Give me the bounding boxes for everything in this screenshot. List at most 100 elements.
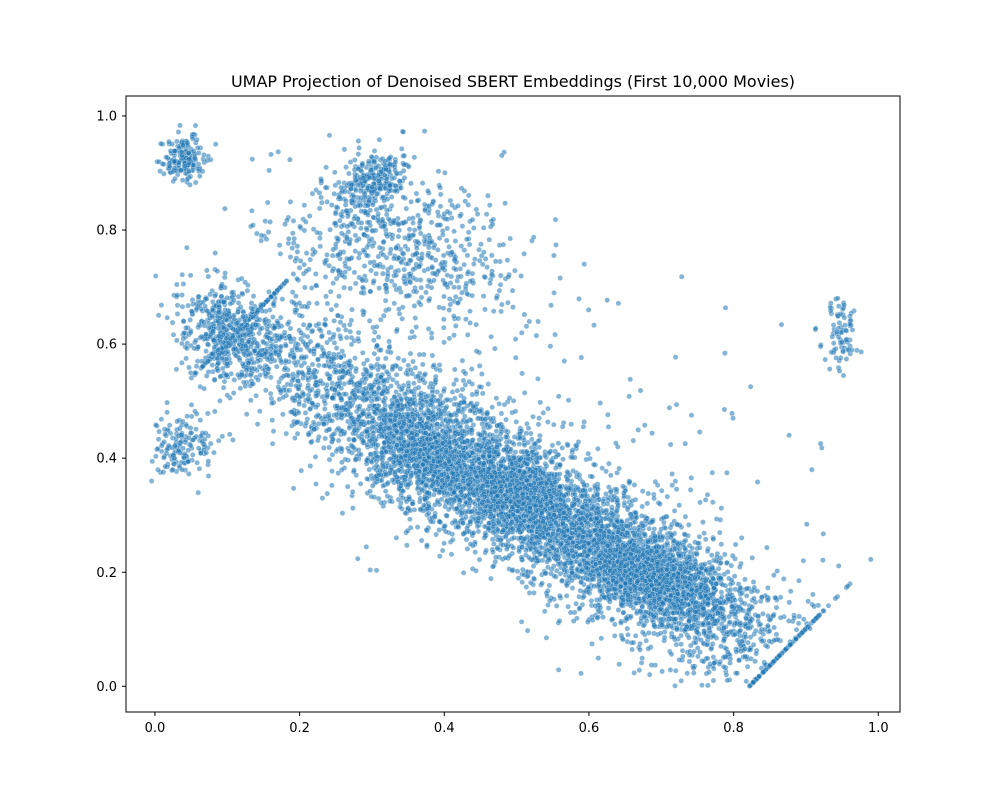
data-point <box>697 499 703 506</box>
data-point <box>484 411 491 417</box>
data-point <box>368 365 375 371</box>
data-point <box>390 376 396 383</box>
data-point <box>569 447 576 453</box>
data-point <box>292 435 298 441</box>
data-point <box>312 454 319 460</box>
data-point <box>188 401 195 408</box>
data-point <box>267 390 274 397</box>
data-point <box>273 363 280 370</box>
data-point <box>397 365 404 372</box>
data-point <box>644 500 651 507</box>
data-point <box>313 481 319 487</box>
data-point <box>691 648 697 655</box>
data-point <box>718 643 724 650</box>
data-point <box>329 394 336 401</box>
data-point <box>704 491 711 498</box>
data-point <box>684 670 691 677</box>
data-point <box>407 507 414 514</box>
data-point <box>347 358 353 364</box>
data-point <box>595 655 602 661</box>
data-point <box>321 398 328 404</box>
data-point <box>308 439 314 446</box>
data-point <box>535 549 542 555</box>
data-point <box>307 406 313 413</box>
data-point <box>335 470 342 476</box>
data-point <box>777 594 784 601</box>
data-point <box>764 597 771 604</box>
data-point <box>436 553 443 560</box>
data-point <box>302 284 308 291</box>
data-point <box>764 643 771 650</box>
data-point <box>771 637 778 644</box>
data-point <box>287 325 294 332</box>
data-point <box>470 530 477 536</box>
data-point <box>302 410 309 416</box>
data-point <box>737 584 744 591</box>
data-point <box>407 516 413 523</box>
data-point <box>673 486 680 492</box>
data-point <box>311 426 318 433</box>
data-point <box>579 479 586 485</box>
data-point <box>446 335 453 342</box>
data-point <box>329 482 335 489</box>
data-point <box>686 634 692 641</box>
data-point <box>514 568 521 575</box>
data-point <box>293 419 300 426</box>
data-point <box>283 342 289 349</box>
data-point <box>629 498 636 504</box>
data-point <box>709 469 716 476</box>
data-point <box>676 502 683 509</box>
data-point <box>772 594 778 601</box>
data-point <box>451 401 458 408</box>
data-point <box>456 402 462 408</box>
data-point <box>331 339 338 346</box>
data-point <box>545 405 551 412</box>
data-point <box>800 557 807 564</box>
data-point <box>631 670 637 676</box>
data-point <box>324 388 331 394</box>
data-point <box>732 541 739 548</box>
data-point <box>576 472 583 478</box>
data-point <box>553 567 560 574</box>
data-point <box>374 342 380 349</box>
data-point <box>629 646 635 653</box>
data-point <box>284 321 291 327</box>
data-point <box>304 344 310 351</box>
data-point <box>611 633 618 639</box>
data-point <box>661 519 667 526</box>
data-point <box>331 317 338 324</box>
data-point <box>519 579 526 586</box>
data-point <box>766 638 773 645</box>
data-point <box>508 446 514 453</box>
data-point <box>799 630 805 636</box>
data-point <box>300 338 307 345</box>
data-point <box>563 593 570 599</box>
data-point <box>405 362 412 369</box>
data-point <box>535 375 541 382</box>
data-point <box>333 411 340 418</box>
data-point <box>326 350 333 357</box>
data-point <box>290 371 296 377</box>
data-point <box>351 396 358 403</box>
data-point <box>386 498 393 505</box>
points-layer <box>148 122 874 689</box>
data-point <box>335 425 342 432</box>
data-point <box>329 417 336 424</box>
data-point <box>373 323 380 330</box>
data-point <box>693 639 699 646</box>
data-point <box>348 317 355 324</box>
data-point <box>309 327 316 334</box>
data-point <box>639 488 646 494</box>
data-point <box>436 527 442 533</box>
data-point <box>795 620 802 627</box>
data-point <box>801 616 807 623</box>
data-point <box>453 417 460 424</box>
data-point <box>405 406 411 413</box>
data-point <box>339 374 345 381</box>
data-point <box>368 398 375 404</box>
data-point <box>744 663 751 670</box>
data-point <box>759 638 765 645</box>
data-point <box>692 635 698 641</box>
data-point <box>633 509 639 516</box>
data-point <box>516 441 523 447</box>
